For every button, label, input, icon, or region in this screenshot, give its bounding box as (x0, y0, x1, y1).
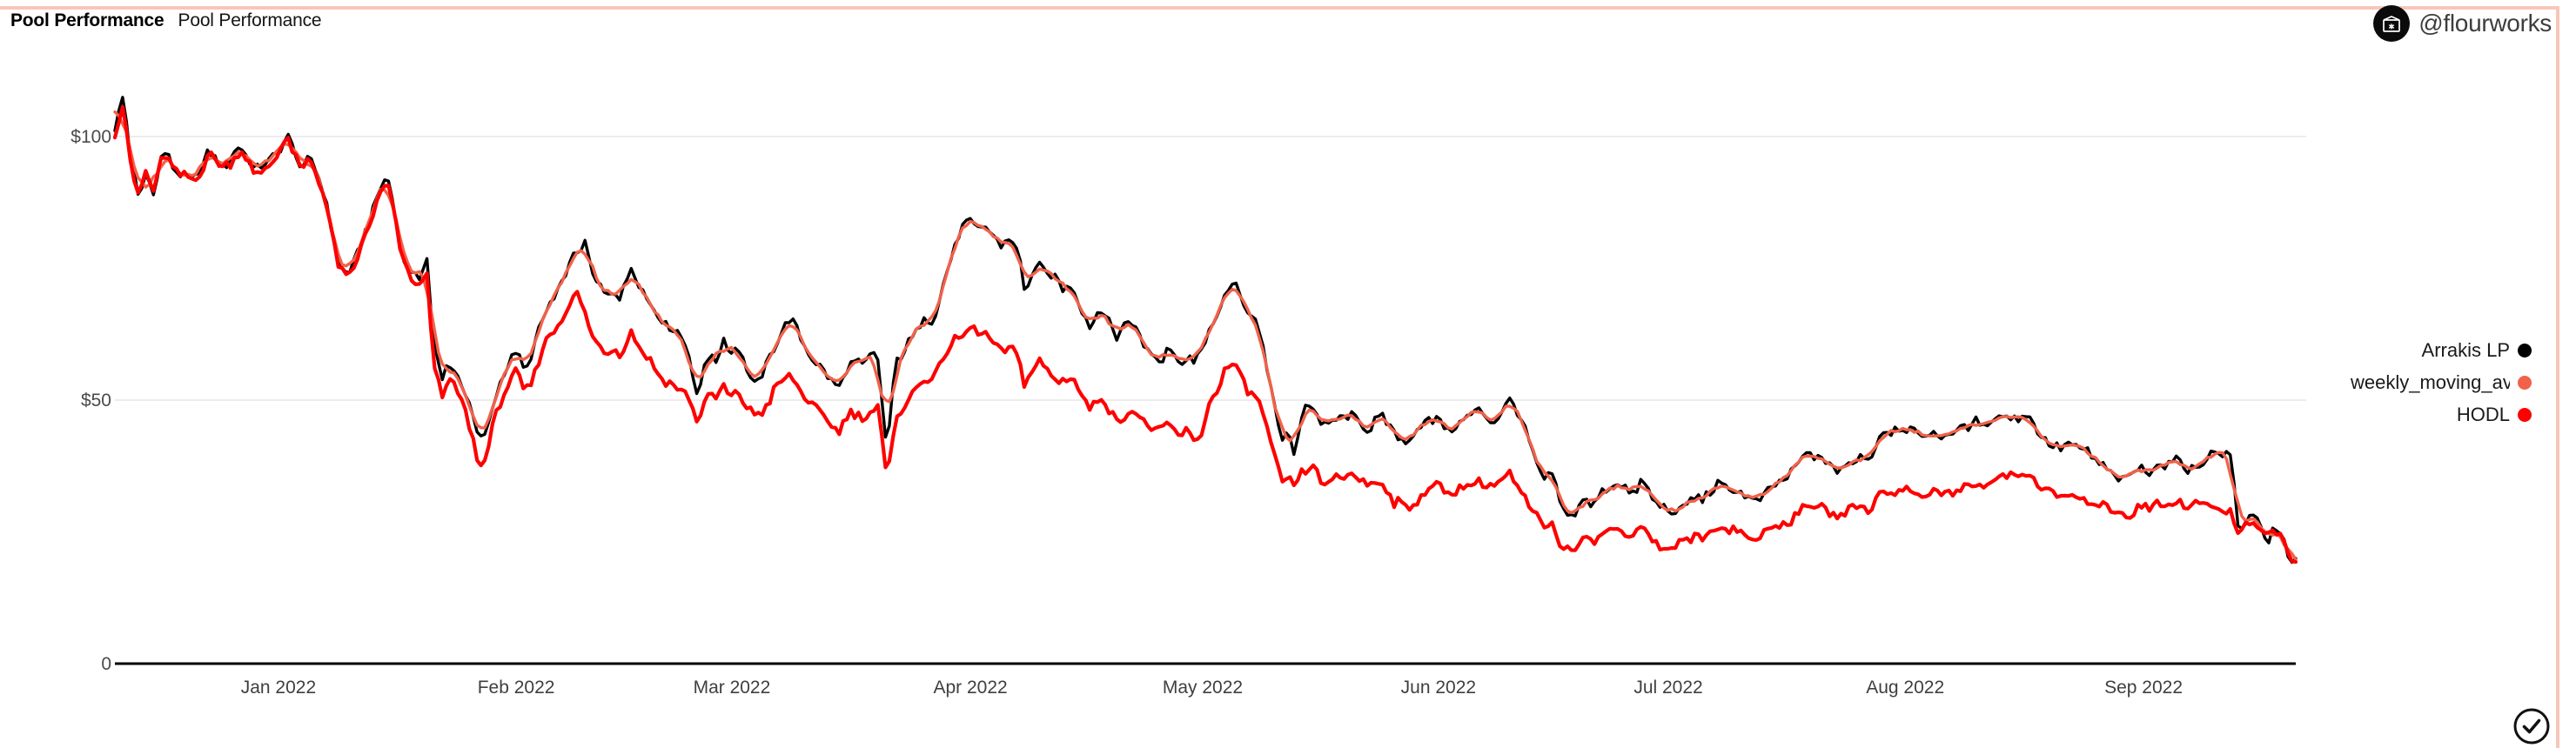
svg-text:Sep 2022: Sep 2022 (2104, 678, 2183, 698)
frame-top-border (0, 6, 2559, 10)
svg-text:Aug 2022: Aug 2022 (1866, 678, 1944, 698)
svg-text:Jun 2022: Jun 2022 (1401, 678, 1476, 698)
page-title: Pool Performance (10, 10, 164, 30)
legend-item-weekly-moving-av[interactable]: weekly_moving_av (2351, 366, 2532, 398)
svg-text:$50: $50 (81, 391, 111, 411)
legend-dot-black (2518, 343, 2532, 357)
watermark-handle: @flourworks (2418, 10, 2552, 37)
svg-text:May 2022: May 2022 (1163, 678, 1243, 698)
legend-label: weekly_moving_av (2351, 371, 2510, 393)
svg-text:Jul 2022: Jul 2022 (1633, 678, 1702, 698)
svg-text:Mar 2022: Mar 2022 (694, 678, 771, 698)
legend-dot-red (2518, 407, 2532, 422)
svg-text:Feb 2022: Feb 2022 (478, 678, 555, 698)
svg-text:0: 0 (101, 654, 111, 674)
flour-sack-icon (2373, 5, 2411, 42)
frame-right-border (2556, 6, 2559, 748)
page-subtitle: Pool Performance (178, 10, 322, 30)
legend-label: HODL (2456, 403, 2510, 425)
svg-text:$100: $100 (70, 127, 111, 147)
legend-label: Arrakis LP (2421, 338, 2510, 361)
titlebar: Pool Performance Pool Performance (10, 10, 322, 31)
svg-text:Apr 2022: Apr 2022 (933, 678, 1007, 698)
chart-legend: Arrakis LP weekly_moving_av HODL (2351, 334, 2532, 431)
watermark: @flourworks (2373, 5, 2552, 42)
svg-text:Jan 2022: Jan 2022 (241, 678, 316, 698)
check-icon[interactable] (2512, 707, 2551, 745)
legend-dot-orange (2518, 375, 2532, 390)
legend-item-arrakis-lp[interactable]: Arrakis LP (2351, 334, 2532, 366)
legend-item-hodl[interactable]: HODL (2351, 398, 2532, 431)
